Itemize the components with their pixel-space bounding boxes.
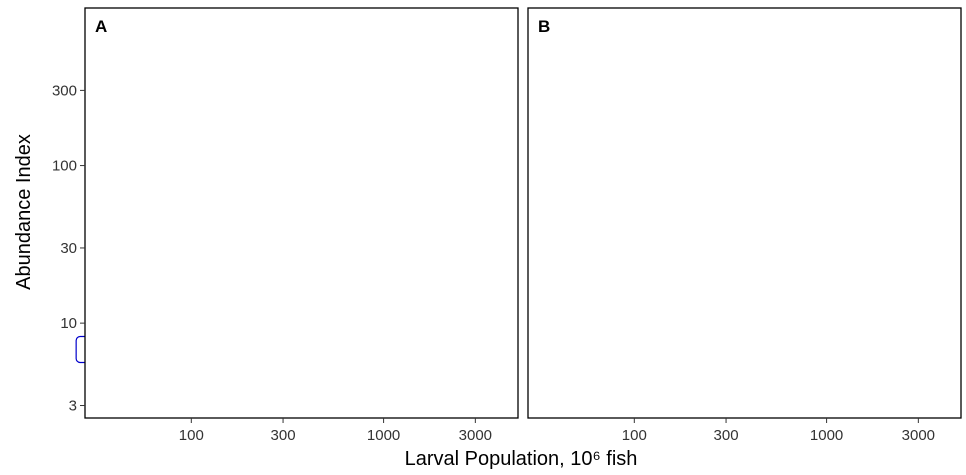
x-tick-label: 1000 xyxy=(810,427,843,444)
y-tick-label: 100 xyxy=(52,158,77,175)
panel-border xyxy=(84,7,519,419)
panel-border xyxy=(527,7,962,419)
x-tick-label: 300 xyxy=(714,427,739,444)
y-tick-label: 30 xyxy=(60,240,77,257)
panel-letter: B xyxy=(538,17,550,36)
panel-a: 1110130912191820141615A10030010003000310… xyxy=(52,7,519,444)
x-tick-label: 1000 xyxy=(367,427,400,444)
x-tick-label: 300 xyxy=(271,427,296,444)
panel-b: 1110130912181920141615B10030010003000 xyxy=(527,7,962,444)
y-axis-title: Abundance Index xyxy=(13,134,35,290)
y-tick-label: 3 xyxy=(69,398,77,415)
x-tick-label: 3000 xyxy=(459,427,492,444)
panel-letter: A xyxy=(95,17,107,36)
y-tick-label: 10 xyxy=(60,315,77,332)
x-axis-title: Larval Population, 10⁶ fish xyxy=(405,448,638,470)
y-tick-label: 300 xyxy=(52,82,77,99)
x-tick-label: 3000 xyxy=(902,427,935,444)
x-tick-label: 100 xyxy=(179,427,204,444)
x-tick-label: 100 xyxy=(622,427,647,444)
